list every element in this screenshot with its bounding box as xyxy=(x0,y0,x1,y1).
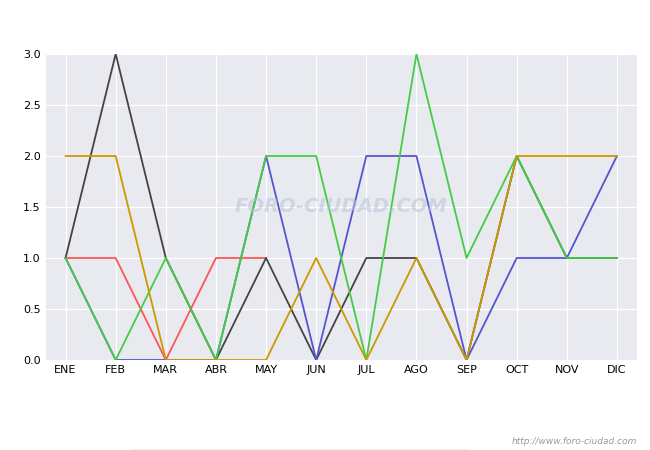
Text: http://www.foro-ciudad.com: http://www.foro-ciudad.com xyxy=(512,436,637,446)
Text: FORO-CIUDAD.COM: FORO-CIUDAD.COM xyxy=(235,198,448,216)
Text: Matriculaciones de Vehiculos en Casas de Don Pedro: Matriculaciones de Vehiculos en Casas de… xyxy=(123,13,527,28)
